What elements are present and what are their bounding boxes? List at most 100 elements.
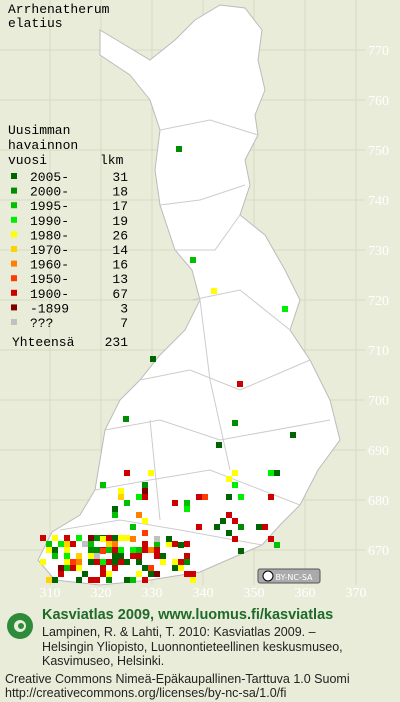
observation-square	[100, 565, 106, 571]
legend-count: 26	[112, 228, 128, 243]
observation-square	[124, 577, 130, 583]
observation-square	[100, 559, 106, 565]
observation-square	[142, 488, 148, 494]
observation-square	[64, 535, 70, 541]
observation-square	[238, 494, 244, 500]
legend-count-heading: lkm	[100, 153, 124, 168]
observation-square	[226, 530, 232, 536]
observation-square	[130, 524, 136, 530]
observation-square	[112, 547, 118, 553]
observation-square	[220, 518, 226, 524]
observation-square	[160, 553, 166, 559]
species-name: Arrhenatherum	[8, 2, 110, 17]
observation-square	[166, 541, 172, 547]
observation-square	[274, 470, 280, 476]
logo-swirl	[18, 623, 24, 629]
observation-square	[211, 288, 217, 294]
observation-square	[290, 432, 296, 438]
observation-square	[100, 536, 106, 542]
observation-square	[226, 476, 232, 482]
observation-square	[46, 547, 52, 553]
y-grid-label: 700	[368, 394, 389, 409]
observation-square	[142, 547, 148, 553]
observation-square	[154, 541, 160, 547]
legend-count: 13	[112, 272, 128, 287]
badge-box	[257, 568, 321, 584]
observation-square	[88, 553, 94, 559]
observation-square	[274, 542, 280, 548]
species-name: elatius	[8, 16, 63, 31]
legend-heading: vuosi	[8, 153, 47, 168]
legend-label: 1970-	[30, 243, 69, 258]
legend-swatch	[11, 246, 17, 252]
observation-square	[136, 553, 142, 559]
observation-square	[150, 356, 156, 362]
observation-square	[94, 559, 100, 565]
observation-square	[136, 494, 142, 500]
observation-square	[232, 420, 238, 426]
observation-square	[282, 306, 288, 312]
x-grid-label: 360	[295, 586, 316, 601]
observation-square	[184, 506, 190, 512]
observation-square	[76, 559, 82, 565]
observation-square	[88, 535, 94, 541]
observation-square	[112, 559, 118, 565]
observation-square	[136, 547, 142, 553]
legend-swatch	[11, 260, 17, 267]
observation-square	[64, 565, 70, 571]
observation-square	[118, 559, 124, 565]
legend-count: 16	[112, 258, 128, 273]
cc-icon	[262, 570, 274, 582]
observation-square	[130, 536, 136, 542]
legend-swatch	[11, 289, 17, 296]
observation-square	[106, 547, 112, 553]
legend-count: 31	[112, 170, 128, 185]
observation-square	[232, 536, 238, 542]
observation-square	[148, 547, 154, 553]
observation-square	[112, 506, 118, 512]
observation-square	[154, 536, 160, 542]
observation-square	[82, 571, 88, 577]
y-grid-label: 710	[368, 344, 389, 359]
observation-square	[94, 547, 100, 553]
observation-square	[58, 571, 64, 577]
observation-square	[52, 547, 58, 553]
observation-square	[238, 524, 244, 530]
observation-square	[64, 541, 70, 547]
observation-square	[106, 571, 112, 577]
observation-square	[106, 541, 112, 547]
legend-label: 2000-	[30, 185, 69, 200]
legend-swatch	[11, 202, 17, 209]
citation: Kasvimuseo, Helsinki.	[42, 654, 164, 668]
observation-square	[172, 500, 178, 506]
observation-square	[142, 565, 148, 571]
observation-square	[106, 577, 112, 583]
observation-square	[238, 548, 244, 554]
observation-square	[190, 257, 196, 263]
observation-square	[118, 547, 124, 553]
observation-square	[154, 571, 160, 577]
observation-square	[142, 577, 148, 583]
region-borders	[59, 119, 331, 546]
observation-square	[40, 559, 46, 565]
footer-heading: Kasviatlas 2009, www.luomus.fi/kasviatla…	[42, 607, 333, 623]
observation-square	[112, 541, 118, 547]
observation-square	[136, 512, 142, 518]
observation-square	[112, 535, 118, 541]
observation-square	[232, 482, 238, 488]
observation-square	[100, 571, 106, 577]
observation-square	[70, 565, 76, 571]
legend-count: 19	[112, 214, 128, 229]
observation-square	[88, 547, 94, 553]
observation-square	[190, 571, 196, 577]
y-grid-label: 690	[368, 444, 389, 459]
legend-swatch	[11, 319, 17, 325]
observation-square	[148, 470, 154, 476]
observation-square	[268, 470, 274, 476]
observation-square	[112, 565, 118, 571]
license-url: http://creativecommons.org/licenses/by-n…	[5, 686, 286, 700]
observation-square	[124, 535, 130, 541]
total-label: Yhteensä	[12, 335, 75, 350]
observation-square	[176, 146, 182, 152]
observation-square	[124, 559, 130, 565]
